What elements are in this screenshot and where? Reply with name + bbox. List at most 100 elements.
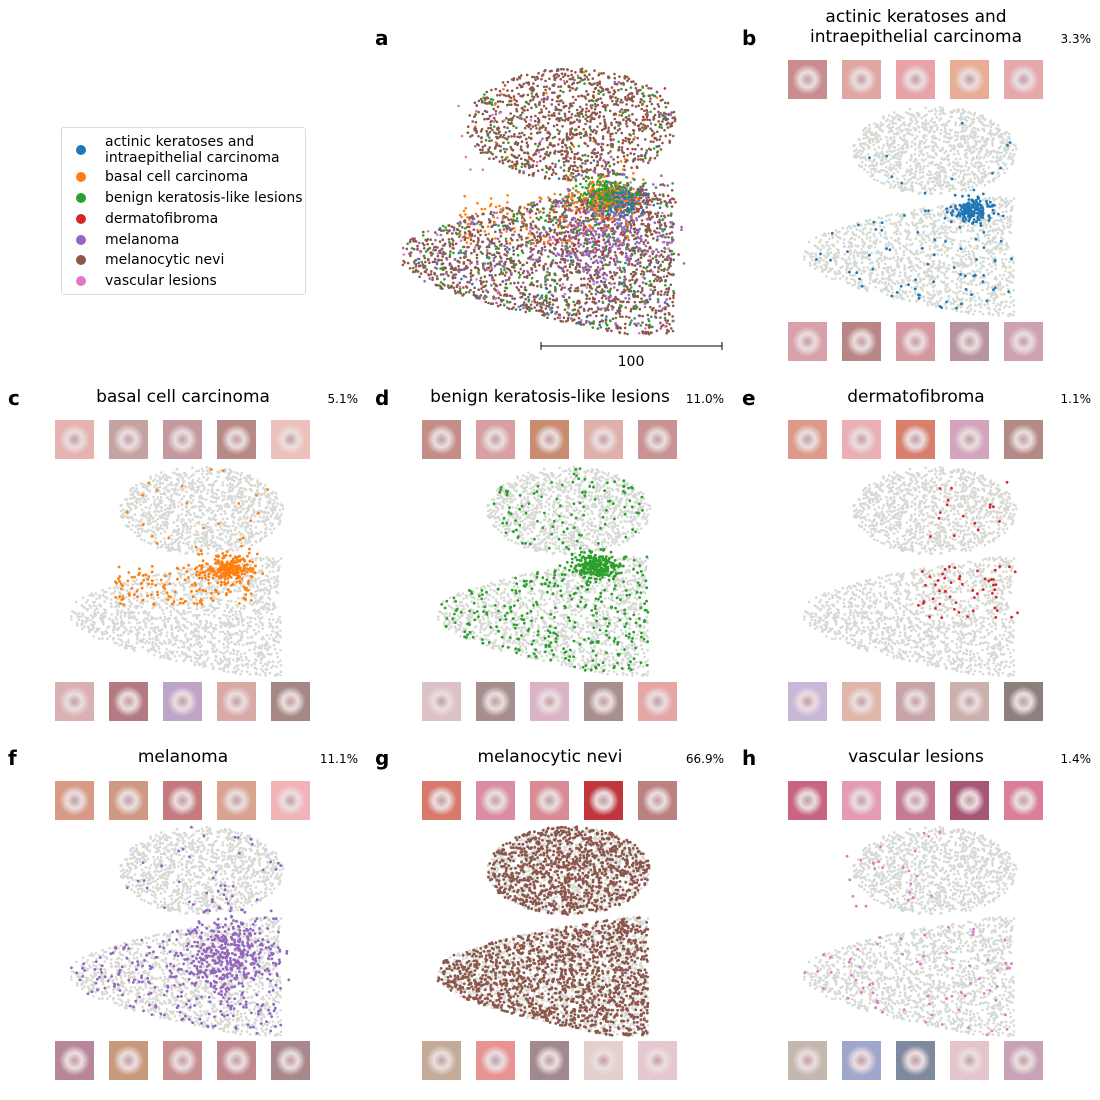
scatter-point bbox=[574, 234, 578, 238]
scatter-point bbox=[566, 278, 569, 281]
scatter-point bbox=[506, 194, 509, 197]
scatter-point bbox=[561, 101, 565, 104]
scatter-point bbox=[451, 246, 455, 250]
scatter-point bbox=[618, 281, 621, 284]
scatter-point bbox=[646, 113, 649, 117]
scatter-point bbox=[570, 260, 574, 264]
scatter-point bbox=[579, 136, 583, 139]
scatter-point bbox=[555, 282, 559, 285]
scatter-point bbox=[516, 135, 519, 139]
scatter-point bbox=[603, 233, 607, 236]
scatter-point bbox=[571, 192, 574, 196]
scatter-point bbox=[575, 132, 579, 136]
scatter-point bbox=[664, 284, 667, 287]
scatter-point bbox=[634, 242, 637, 246]
scatter-point bbox=[569, 116, 573, 119]
scatter-point bbox=[565, 134, 569, 138]
scatter-point bbox=[602, 115, 606, 118]
scatter-point bbox=[464, 291, 468, 294]
scatter-point bbox=[408, 267, 412, 270]
scatter-point bbox=[623, 270, 627, 274]
scatter-point bbox=[668, 261, 672, 265]
scatter-point bbox=[470, 233, 474, 236]
scatter-point bbox=[653, 265, 657, 269]
scatter-point bbox=[645, 84, 648, 87]
scatter-point bbox=[626, 332, 629, 336]
scatter-point bbox=[417, 241, 421, 245]
scatter-point bbox=[551, 259, 555, 262]
scatter-point bbox=[593, 215, 596, 218]
scatter-point bbox=[651, 257, 654, 260]
scatter-point bbox=[639, 253, 643, 256]
scatter-point bbox=[473, 101, 477, 104]
scatter-point bbox=[619, 101, 622, 104]
scatter-point bbox=[494, 112, 498, 116]
scatter-point bbox=[550, 311, 553, 314]
scatter-point bbox=[563, 114, 567, 118]
scatter-point bbox=[646, 124, 650, 128]
scatter-point bbox=[462, 209, 466, 213]
scatter-point bbox=[590, 214, 593, 217]
scatter-point bbox=[534, 142, 537, 146]
scatter-point bbox=[605, 202, 609, 206]
scatter-point bbox=[649, 156, 652, 160]
scatter-point bbox=[624, 306, 628, 309]
scatter-point bbox=[589, 128, 593, 132]
scatter-point bbox=[519, 225, 523, 229]
legend-marker bbox=[76, 145, 86, 155]
scatter-point bbox=[512, 253, 515, 256]
scatter-point bbox=[659, 280, 662, 283]
scatter-point bbox=[628, 229, 631, 233]
scatter-point bbox=[644, 282, 648, 285]
scatter-point bbox=[634, 259, 638, 263]
scatter-point bbox=[571, 186, 575, 190]
scatter-point bbox=[649, 233, 653, 236]
scatter-point bbox=[615, 238, 619, 242]
scatter-point bbox=[595, 243, 599, 246]
scatter-point bbox=[613, 223, 617, 226]
scatter-point bbox=[592, 320, 596, 323]
legend-item: melanocytic nevi bbox=[62, 252, 305, 270]
scatter-point bbox=[620, 282, 624, 286]
scatter-point bbox=[630, 80, 633, 84]
scatter-point bbox=[609, 137, 612, 141]
scatter-point bbox=[559, 85, 563, 88]
scatter-point bbox=[421, 242, 425, 245]
scatter-point bbox=[554, 163, 557, 166]
scatter-point bbox=[635, 165, 639, 168]
scatter-point bbox=[571, 87, 575, 90]
scatter-point bbox=[580, 290, 584, 293]
scatter-point bbox=[669, 327, 673, 330]
scatter-point bbox=[579, 164, 582, 168]
scatter-point bbox=[607, 160, 610, 164]
scatter-point bbox=[561, 244, 564, 248]
scatter-point bbox=[548, 297, 552, 301]
scatter-point bbox=[434, 238, 437, 242]
scatter-point bbox=[552, 236, 555, 239]
scatter-point bbox=[571, 258, 575, 262]
scatter-point bbox=[527, 136, 531, 139]
scatter-point bbox=[528, 229, 532, 233]
scatter-point bbox=[491, 302, 495, 305]
scatter-point bbox=[565, 132, 569, 135]
scatter-point bbox=[514, 140, 518, 144]
scatter-point bbox=[562, 238, 566, 242]
scatter-point bbox=[531, 173, 535, 176]
scatter-point bbox=[591, 217, 595, 221]
scatter-point bbox=[539, 159, 542, 163]
scatter-point bbox=[645, 188, 648, 192]
scatter-point bbox=[512, 214, 516, 218]
scatter-point bbox=[599, 90, 603, 94]
scatter-point bbox=[512, 77, 516, 80]
scatter-point bbox=[627, 293, 631, 297]
scatter-point bbox=[597, 73, 600, 77]
scatter-point bbox=[661, 218, 665, 221]
scatter-point bbox=[625, 103, 628, 106]
scatter-point bbox=[625, 108, 628, 112]
scatter-point bbox=[641, 129, 644, 133]
scatter-point bbox=[609, 96, 612, 100]
scatter-point bbox=[485, 256, 489, 259]
scatter-point bbox=[494, 289, 497, 292]
scatter-point bbox=[408, 240, 412, 244]
scatter-point bbox=[421, 263, 425, 266]
